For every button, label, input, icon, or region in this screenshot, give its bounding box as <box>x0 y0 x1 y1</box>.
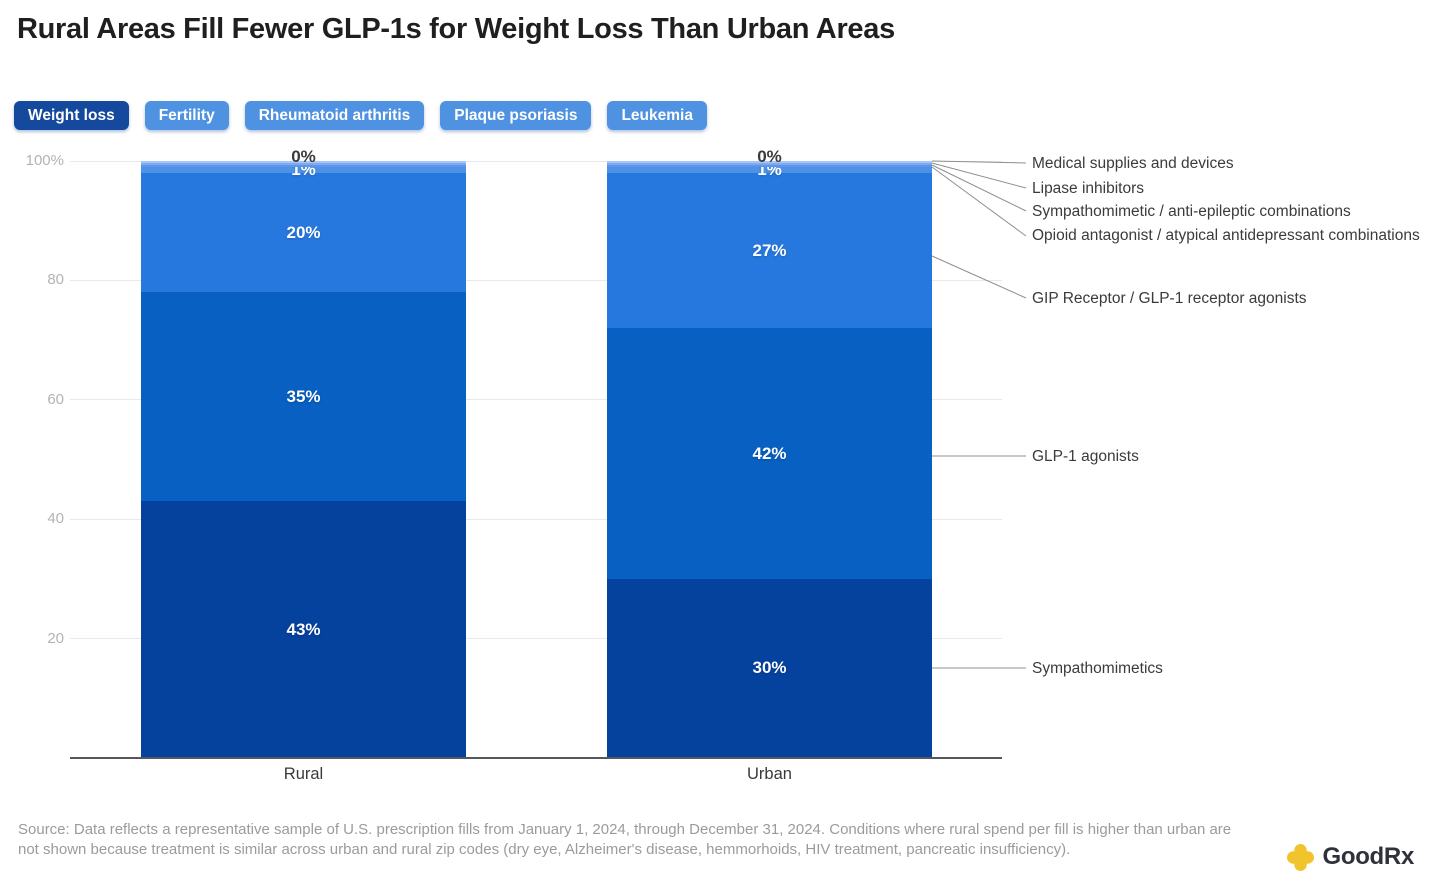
segment-medical-supplies-and-devices <box>607 161 932 163</box>
tab-leukemia[interactable]: Leukemia <box>607 101 707 130</box>
segment-opioid-antagonist-atypical-antidepressant-combinations <box>607 167 932 173</box>
bar-urban: 30% 42% 27% 1% 0% <box>607 147 932 758</box>
legend-label-sympathomimetic-anti-epileptic: Sympathomimetic / anti-epileptic combina… <box>1032 203 1351 220</box>
legend-label-medical-supplies: Medical supplies and devices <box>1032 155 1234 172</box>
segment-zero-label: 0% <box>757 147 782 166</box>
callout-line <box>931 166 1027 237</box>
gridline-20 <box>70 638 1002 640</box>
gridline-60 <box>70 399 1002 401</box>
y-axis-tick-label: 80 <box>47 271 64 289</box>
y-axis-tick-label: 100% <box>25 152 64 169</box>
callout-line <box>931 255 1027 299</box>
segment-glp-1-agonists <box>141 292 466 502</box>
callout-line <box>931 162 1027 189</box>
segment-sympathomimetic-anti-epileptic-combinations <box>607 165 932 167</box>
segment-glp-1-agonists <box>607 328 932 579</box>
y-axis-tick-label: 40 <box>47 510 64 528</box>
callout-line <box>931 164 1027 212</box>
goodrx-logo-text: GoodRx <box>1322 843 1414 870</box>
segment-lipase-inhibitors <box>607 163 932 165</box>
legend-label-lipase-inhibitors: Lipase inhibitors <box>1032 180 1145 197</box>
legend-label-sympathomimetics: Sympathomimetics <box>1032 660 1163 677</box>
goodrx-logo: GoodRx <box>1287 843 1414 871</box>
segment-value-label: 30% <box>752 658 787 678</box>
segment-sympathomimetic-anti-epileptic-combinations <box>141 164 466 167</box>
bar-rural: 43% 35% 20% 1% 0% <box>141 147 466 758</box>
segment-gip-receptor-glp-1-receptor-agonists <box>141 172 466 293</box>
tab-weight-loss[interactable]: Weight loss <box>14 101 129 130</box>
segment-value-label: 43% <box>286 619 321 639</box>
tab-fertility[interactable]: Fertility <box>144 101 229 130</box>
y-axis-tick-label: 20 <box>47 629 64 647</box>
segment-sympathomimetics <box>607 578 932 758</box>
legend-label-gip-receptor: GIP Receptor / GLP-1 receptor agonists <box>1032 290 1307 307</box>
segment-value-label: 27% <box>752 240 787 260</box>
gridline-40 <box>70 518 1002 520</box>
source-note: Source: Data reflects a representative s… <box>18 821 1232 858</box>
condition-tabs: Weight loss Fertility Rheumatoid arthritis… <box>14 101 707 130</box>
x-axis-line <box>70 757 1002 759</box>
x-axis-label-rural: Rural <box>283 765 324 783</box>
segment-value-label: 42% <box>752 443 787 463</box>
segment-gip-receptor-glp-1-receptor-agonists <box>607 172 932 329</box>
gridline-80 <box>70 279 1002 281</box>
gridline-100 <box>70 160 1002 162</box>
segment-zero-label: 0% <box>291 147 316 166</box>
segment-value-label: 35% <box>286 386 321 406</box>
y-axis-tick-label: 60 <box>47 390 64 408</box>
legend-label-glp1-agonists: GLP-1 agonists <box>1032 448 1139 465</box>
goodrx-cross-icon <box>1287 843 1315 871</box>
segment-medical-supplies-and-devices <box>141 160 466 163</box>
segment-opioid-antagonist-atypical-antidepressant-combinations <box>141 166 466 173</box>
tab-plaque-psoriasis[interactable]: Plaque psoriasis <box>440 101 592 130</box>
page-title: Rural Areas Fill Fewer GLP-1s for Weight… <box>17 13 895 45</box>
legend-label-opioid-antagonist: Opioid antagonist / atypical antidepress… <box>1032 227 1420 244</box>
tab-rheumatoid-arthritis[interactable]: Rheumatoid arthritis <box>244 101 425 130</box>
segment-value-label: 20% <box>286 222 321 242</box>
segment-sympathomimetics <box>141 501 466 758</box>
x-axis-label-urban: Urban <box>747 765 792 783</box>
segment-lipase-inhibitors <box>141 162 466 165</box>
